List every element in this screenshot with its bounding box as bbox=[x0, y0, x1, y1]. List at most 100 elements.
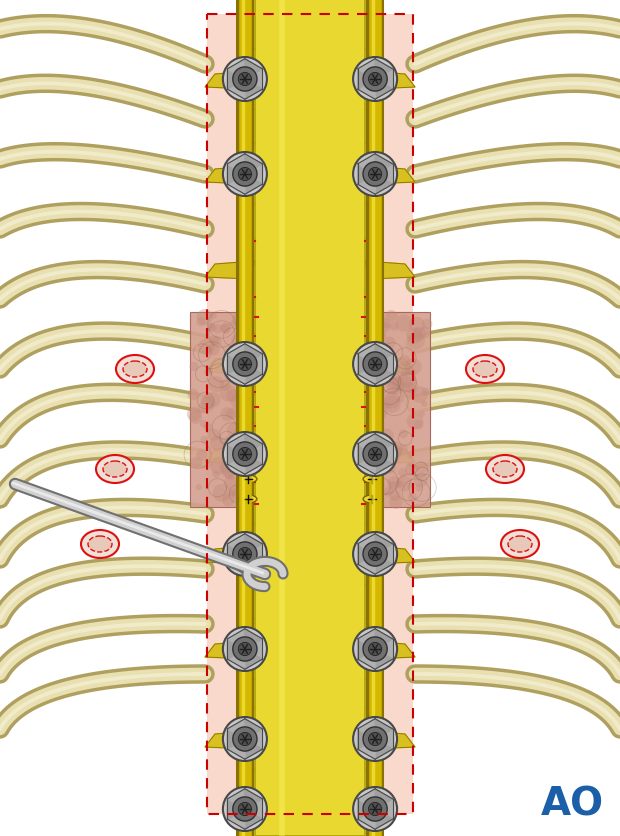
Polygon shape bbox=[358, 69, 375, 90]
Polygon shape bbox=[375, 354, 392, 375]
Polygon shape bbox=[228, 729, 245, 749]
Circle shape bbox=[223, 343, 267, 386]
Circle shape bbox=[353, 533, 397, 576]
Circle shape bbox=[238, 358, 252, 371]
Circle shape bbox=[406, 328, 422, 344]
Bar bbox=[255, 0, 365, 836]
Circle shape bbox=[238, 548, 252, 561]
FancyBboxPatch shape bbox=[247, 145, 373, 206]
Polygon shape bbox=[358, 554, 375, 574]
Polygon shape bbox=[375, 639, 392, 660]
Circle shape bbox=[399, 430, 408, 439]
Circle shape bbox=[353, 787, 397, 831]
Circle shape bbox=[232, 543, 257, 567]
Circle shape bbox=[238, 448, 252, 461]
Circle shape bbox=[396, 315, 413, 333]
Circle shape bbox=[228, 474, 234, 481]
Circle shape bbox=[221, 324, 231, 334]
Circle shape bbox=[232, 797, 257, 821]
FancyBboxPatch shape bbox=[247, 334, 373, 395]
Polygon shape bbox=[228, 650, 245, 670]
Circle shape bbox=[224, 369, 237, 381]
Circle shape bbox=[363, 543, 388, 567]
Polygon shape bbox=[375, 364, 392, 385]
FancyBboxPatch shape bbox=[247, 709, 373, 770]
Polygon shape bbox=[358, 434, 375, 455]
Polygon shape bbox=[228, 175, 245, 195]
Polygon shape bbox=[375, 799, 392, 819]
Polygon shape bbox=[375, 69, 392, 90]
Circle shape bbox=[383, 337, 396, 349]
Circle shape bbox=[415, 484, 423, 492]
Circle shape bbox=[368, 74, 382, 86]
Bar bbox=[207, 15, 413, 814]
Circle shape bbox=[404, 359, 422, 376]
Bar bbox=[207, 15, 413, 814]
Circle shape bbox=[238, 803, 252, 816]
Polygon shape bbox=[245, 650, 262, 670]
Circle shape bbox=[363, 442, 388, 466]
Polygon shape bbox=[228, 434, 245, 455]
Polygon shape bbox=[228, 739, 245, 759]
Polygon shape bbox=[358, 809, 375, 829]
Polygon shape bbox=[375, 434, 392, 455]
Circle shape bbox=[376, 349, 391, 364]
Ellipse shape bbox=[363, 476, 381, 483]
Circle shape bbox=[232, 637, 257, 661]
Circle shape bbox=[353, 58, 397, 102]
Circle shape bbox=[222, 494, 234, 507]
Circle shape bbox=[397, 482, 404, 488]
Polygon shape bbox=[375, 719, 392, 739]
Polygon shape bbox=[205, 446, 255, 465]
Circle shape bbox=[197, 318, 206, 327]
Circle shape bbox=[384, 462, 396, 474]
Circle shape bbox=[421, 401, 427, 407]
Polygon shape bbox=[358, 445, 375, 465]
Polygon shape bbox=[358, 739, 375, 759]
Polygon shape bbox=[358, 344, 375, 364]
Circle shape bbox=[418, 411, 425, 418]
Bar bbox=[375, 313, 430, 507]
Circle shape bbox=[232, 353, 257, 377]
Circle shape bbox=[416, 462, 428, 474]
Polygon shape bbox=[245, 719, 262, 739]
Polygon shape bbox=[228, 455, 245, 475]
FancyBboxPatch shape bbox=[247, 239, 373, 300]
Circle shape bbox=[397, 445, 408, 456]
Circle shape bbox=[403, 379, 418, 394]
Circle shape bbox=[189, 411, 202, 425]
Circle shape bbox=[210, 436, 225, 451]
Circle shape bbox=[224, 476, 238, 490]
Polygon shape bbox=[228, 69, 245, 90]
Circle shape bbox=[231, 334, 244, 347]
Polygon shape bbox=[228, 639, 245, 660]
Polygon shape bbox=[358, 719, 375, 739]
Polygon shape bbox=[245, 364, 262, 385]
Circle shape bbox=[210, 313, 217, 319]
Polygon shape bbox=[245, 629, 262, 650]
Polygon shape bbox=[228, 445, 245, 465]
Polygon shape bbox=[358, 639, 375, 660]
Circle shape bbox=[368, 803, 382, 816]
Polygon shape bbox=[375, 534, 392, 554]
Circle shape bbox=[368, 358, 382, 371]
Polygon shape bbox=[375, 739, 392, 759]
Circle shape bbox=[221, 407, 235, 422]
Circle shape bbox=[232, 350, 243, 362]
Polygon shape bbox=[228, 629, 245, 650]
Polygon shape bbox=[291, 257, 329, 313]
Polygon shape bbox=[291, 347, 329, 402]
Circle shape bbox=[384, 402, 391, 409]
Polygon shape bbox=[205, 732, 255, 749]
Circle shape bbox=[187, 390, 199, 400]
Polygon shape bbox=[375, 809, 392, 829]
Circle shape bbox=[232, 347, 243, 359]
Polygon shape bbox=[291, 538, 329, 594]
Circle shape bbox=[353, 343, 397, 386]
Circle shape bbox=[383, 392, 400, 409]
Polygon shape bbox=[358, 59, 375, 80]
Circle shape bbox=[374, 439, 383, 447]
Circle shape bbox=[378, 446, 394, 462]
Polygon shape bbox=[245, 434, 262, 455]
Circle shape bbox=[353, 627, 397, 671]
